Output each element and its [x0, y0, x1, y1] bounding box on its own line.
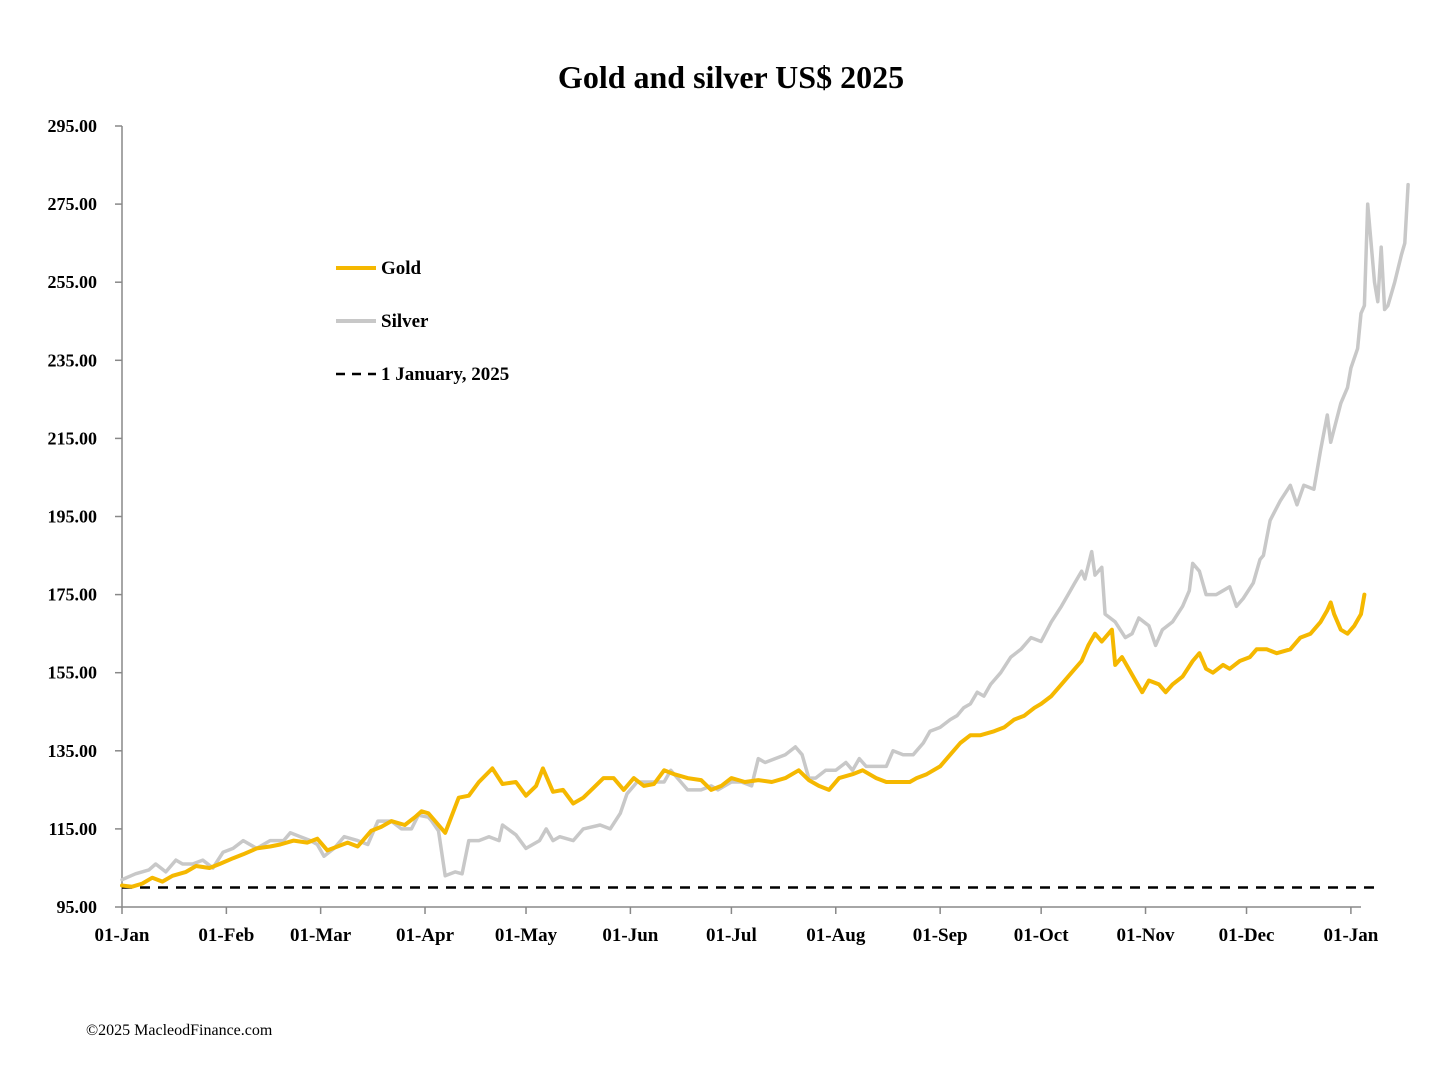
y-tick-label: 155.00 — [48, 663, 98, 683]
axes: 95.00 115.00 135.00 155.00 175.00 195.00 215.0… — [48, 116, 1379, 946]
x-tick-label: 01-Jan — [95, 925, 150, 946]
series-line-gold — [120, 592, 1367, 889]
x-tick-label: 01-Mar — [290, 925, 352, 946]
x-tick-label: 01-Feb — [198, 925, 254, 946]
legend-label: Gold — [381, 258, 422, 279]
copyright-credit: ©2025 MacleodFinance.com — [86, 1022, 273, 1039]
legend-label: Silver — [381, 311, 429, 332]
y-tick-label: 95.00 — [57, 897, 98, 917]
y-tick-label: 255.00 — [48, 272, 98, 292]
x-tick-label: 01-Aug — [806, 925, 866, 946]
x-tick-label: 01-May — [495, 925, 558, 946]
y-tick-label: 235.00 — [48, 350, 98, 370]
y-tick-label: 275.00 — [48, 194, 98, 214]
legend-label: 1 January, 2025 — [381, 364, 509, 385]
y-tick-label: 295.00 — [48, 116, 98, 136]
x-tick-label: 01-Jun — [602, 925, 658, 946]
chart-title: Gold and silver US$ 2025 — [558, 59, 904, 95]
x-tick-label: 01-Sep — [913, 925, 968, 946]
x-tick-label: 01-Apr — [396, 925, 455, 946]
y-tick-label: 115.00 — [48, 819, 97, 839]
x-tick-label: 01-Nov — [1116, 925, 1175, 946]
x-tick-label: 01-Jan — [1323, 925, 1378, 946]
x-tick-label: 01-Jul — [706, 925, 757, 946]
x-tick-label: 01-Dec — [1219, 925, 1275, 946]
series-layer — [120, 182, 1410, 889]
y-tick-label: 175.00 — [48, 585, 98, 605]
y-tick-label: 215.00 — [48, 428, 98, 448]
series-line-silver — [120, 182, 1410, 882]
x-tick-label: 01-Oct — [1014, 925, 1070, 946]
y-tick-label: 195.00 — [48, 507, 98, 527]
y-tick-label: 135.00 — [48, 741, 98, 761]
legend: Gold Silver 1 January, 2025 — [336, 258, 509, 385]
